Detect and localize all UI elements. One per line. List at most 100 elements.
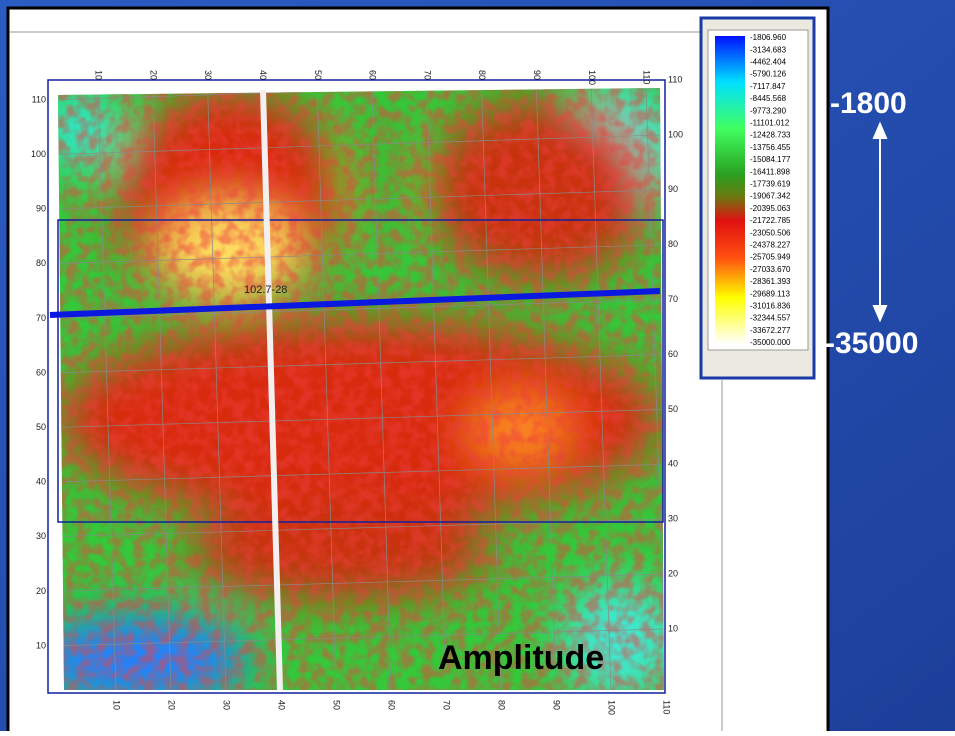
left-tick-label: 40 — [36, 477, 46, 487]
top-tick-label: 50 — [313, 70, 323, 80]
left-tick-label: 110 — [32, 94, 46, 104]
grid-line — [536, 88, 557, 690]
grid-line — [207, 88, 227, 690]
right-tick-label: 60 — [668, 349, 678, 359]
top-tick-label: 100 — [587, 70, 597, 85]
grid-line — [58, 299, 664, 319]
legend-label: -4462.404 — [750, 58, 787, 67]
bottom-tick-label: 60 — [387, 700, 397, 710]
grid-line — [58, 189, 664, 210]
legend-label: -11101.012 — [750, 119, 790, 128]
left-tick-label: 10 — [36, 640, 46, 650]
section-line-blue — [49, 288, 661, 318]
grid-line — [58, 573, 664, 592]
grid-line — [58, 409, 664, 428]
legend-colorbar — [715, 36, 745, 344]
left-tick-label: 80 — [36, 258, 46, 268]
amplitude-map — [58, 88, 664, 690]
legend-label: -19067.342 — [750, 192, 791, 201]
bottom-tick-label: 90 — [552, 700, 562, 710]
legend-label: -13756.455 — [750, 143, 791, 152]
right-tick-label: 20 — [668, 568, 678, 578]
grid-line — [316, 88, 337, 690]
right-tick-label: 80 — [668, 239, 678, 249]
right-tick-label: 110 — [668, 74, 682, 84]
legend-label: -28361.393 — [750, 277, 791, 286]
left-tick-label: 30 — [36, 531, 46, 541]
top-tick-label: 80 — [477, 70, 487, 80]
bottom-tick-label: 30 — [222, 700, 232, 710]
top-tick-label: 30 — [203, 70, 213, 80]
grid-line — [58, 134, 664, 155]
legend-label: -12428.733 — [750, 131, 791, 140]
grid-line — [58, 244, 664, 265]
top-tick-label: 40 — [258, 70, 268, 80]
legend-label: -23050.506 — [750, 228, 791, 237]
legend-label: -17739.619 — [750, 180, 791, 189]
grid-line — [58, 354, 664, 374]
top-tick-label: 20 — [148, 70, 158, 80]
right-tick-label: 50 — [668, 404, 678, 414]
grid-line — [645, 88, 664, 690]
legend-label: -32344.557 — [750, 314, 791, 323]
bottom-tick-label: 70 — [442, 700, 452, 710]
bottom-tick-label: 50 — [332, 700, 342, 710]
bottom-tick-label: 10 — [112, 700, 122, 710]
map-label: Amplitude — [438, 639, 604, 677]
top-tick-label: 110 — [642, 70, 652, 84]
top-tick-label: 10 — [94, 70, 104, 80]
grid-line — [97, 88, 117, 690]
legend-label: -3134.683 — [750, 45, 787, 54]
grid-line — [590, 88, 612, 690]
right-tick-label: 10 — [668, 623, 678, 633]
grid-line — [371, 88, 392, 690]
left-tick-label: 20 — [36, 586, 46, 596]
bottom-tick-label: 40 — [277, 700, 287, 710]
left-tick-label: 60 — [36, 367, 46, 377]
legend-label: -9773.290 — [750, 106, 787, 115]
legend-label: -25705.949 — [750, 253, 791, 262]
grid-line — [481, 88, 502, 690]
left-tick-label: 90 — [36, 204, 46, 214]
legend-label: -33672.277 — [750, 326, 791, 335]
right-tick-label: 90 — [668, 184, 678, 194]
legend-label: -35000.000 — [750, 338, 791, 347]
legend-label: -29689.113 — [750, 289, 790, 298]
grid-line — [152, 88, 172, 690]
legend-label: -21722.785 — [750, 216, 791, 225]
legend-label: -7117.847 — [750, 82, 786, 91]
map-frame — [47, 79, 666, 694]
grid-line — [58, 463, 664, 483]
left-tick-label: 50 — [36, 422, 46, 432]
legend-label: -1806.960 — [750, 33, 787, 42]
grid-line — [58, 628, 664, 647]
legend-label: -16411.898 — [750, 167, 790, 176]
legend-label: -5790.126 — [750, 70, 787, 79]
bottom-tick-label: 20 — [167, 700, 177, 710]
legend-label: -27033.670 — [750, 265, 791, 274]
bottom-tick-label: 80 — [497, 700, 507, 710]
max-annotation: -1800 — [830, 87, 907, 120]
legend-label: -31016.836 — [750, 302, 791, 311]
left-tick-label: 70 — [36, 313, 46, 323]
right-tick-label: 30 — [668, 514, 678, 524]
legend-label: -15084.177 — [750, 155, 791, 164]
top-tick-label: 70 — [422, 70, 432, 80]
top-tick-label: 90 — [532, 70, 542, 80]
right-tick-label: 70 — [668, 294, 678, 304]
legend-label: -20395.063 — [750, 204, 791, 213]
left-tick-label: 100 — [31, 149, 46, 159]
legend-label: -8445.568 — [750, 94, 787, 103]
grid-line — [426, 88, 447, 690]
section-line-white — [260, 89, 283, 691]
right-tick-label: 100 — [668, 129, 683, 139]
legend-label: -24378.227 — [750, 241, 791, 250]
top-tick-label: 60 — [368, 70, 378, 80]
line-label: 102.7-28 — [244, 284, 287, 296]
range-arrow — [872, 121, 888, 323]
right-tick-label: 40 — [668, 459, 678, 469]
survey-box — [57, 219, 664, 523]
min-annotation: -35000 — [825, 327, 918, 360]
bottom-tick-label: 100 — [607, 700, 617, 715]
